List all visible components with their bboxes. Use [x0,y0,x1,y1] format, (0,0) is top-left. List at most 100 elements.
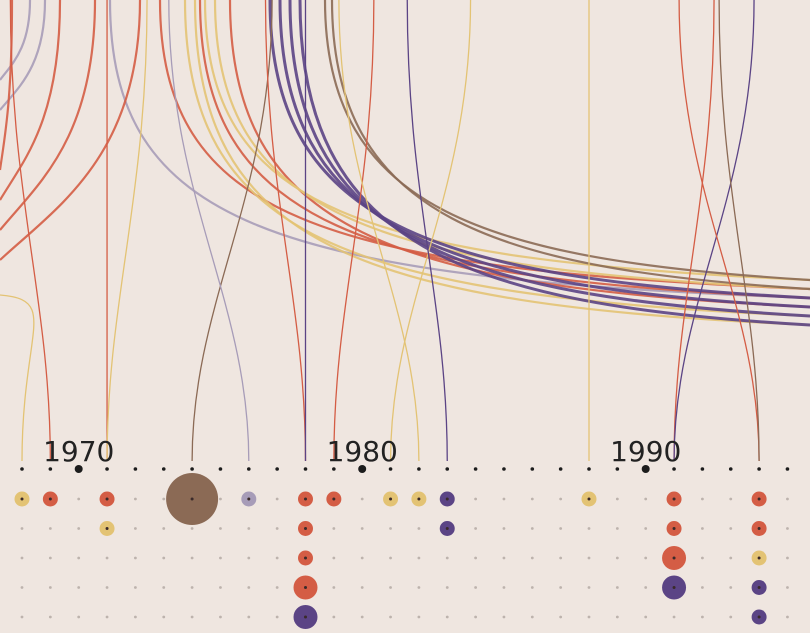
grid-dot [48,527,52,530]
grid-dot [162,527,166,530]
grid-dot [48,586,52,589]
grid-dot [105,556,109,560]
grid-dot [190,556,194,560]
axis-dot [558,467,563,471]
axis-dot [530,467,535,471]
data-point-center [304,615,307,619]
data-points [14,473,767,629]
grid-dot [275,556,279,560]
axis-dot [700,467,705,471]
data-point-center [445,527,449,530]
flow-line [0,294,35,462]
grid-dot [247,615,251,619]
grid-dot [786,556,789,560]
axis-dot [417,467,421,471]
flow-line [106,0,148,462]
grid-dot [105,615,109,619]
grid-dot [360,556,364,560]
grid-dot [559,586,563,589]
data-point-center [757,527,761,530]
grid-dot [77,615,81,619]
flow-line [9,0,51,462]
grid-dot [389,586,392,589]
grid-dot [587,556,591,560]
flow-line [338,0,420,462]
grid-dot [701,586,704,589]
grid-dot [474,556,477,560]
flow-line [718,0,760,462]
grid-dot [389,615,392,619]
grid-dot [615,556,619,560]
axis-dot [161,467,166,471]
tick-label-1970: 1970 [43,435,114,468]
background-curve [288,0,810,318]
grid-dot [417,615,421,619]
data-point-center [247,497,251,501]
grid-dot [134,497,137,501]
data-point-center [304,586,307,589]
flow-line [673,0,755,462]
grid-dot [474,527,477,530]
grid-dot [530,615,534,619]
grid-dot [502,615,506,619]
flow-line [678,0,760,462]
data-point-center [757,497,761,501]
background-curve [0,0,47,111]
grid-dot [389,556,392,560]
grid-dot [219,497,222,501]
flow-line [333,0,375,462]
grid-dot [360,586,364,589]
background-curve [203,0,810,282]
background-curve [193,0,810,327]
grid-dot [219,586,222,589]
grid-dot [502,527,506,530]
tick-label-1980: 1980 [327,435,398,468]
grid-dot [389,527,392,530]
grid-dot [162,556,166,560]
grid-dot [729,586,733,589]
grid-dot [247,586,251,589]
background-curve [0,0,142,261]
grid-dot [77,527,81,530]
year-axis [20,465,790,473]
grid-dot [190,527,194,530]
flow-line [264,0,307,462]
grid-dot [20,556,24,560]
grid-dot [360,497,364,501]
grid-dot [701,497,704,501]
grid-dot [530,586,534,589]
grid-dot [729,497,733,501]
grid-dot [559,556,563,560]
grid-dot [247,556,251,560]
background-curve [0,0,32,81]
data-point-center [672,586,676,589]
grid-dot [445,556,449,560]
data-point-center [332,497,336,501]
data-point-center [672,556,676,560]
axis-dot [275,467,279,471]
data-point-center [672,497,676,501]
grid-dot [587,527,591,530]
grid-dot [332,556,336,560]
axis-dot [358,465,367,473]
grid-dot [502,497,506,501]
background-curve [330,0,810,291]
background-curve [228,0,810,309]
grid-dot [162,586,166,589]
grid-dot [20,586,24,589]
grid-dot [786,615,789,619]
data-point-center [389,497,393,501]
grid-dot [474,586,477,589]
data-point-center [190,497,194,501]
flow-line [406,0,448,462]
data-point-center [304,527,307,530]
background-curve [198,0,810,300]
axis-dot [728,467,733,471]
grid-dot [615,586,619,589]
data-point-center [304,556,307,560]
grid-dot [672,615,676,619]
axis-dot [133,467,138,471]
grid-dot [162,497,166,501]
grid-dot [786,527,789,530]
grid-dot [701,527,704,530]
